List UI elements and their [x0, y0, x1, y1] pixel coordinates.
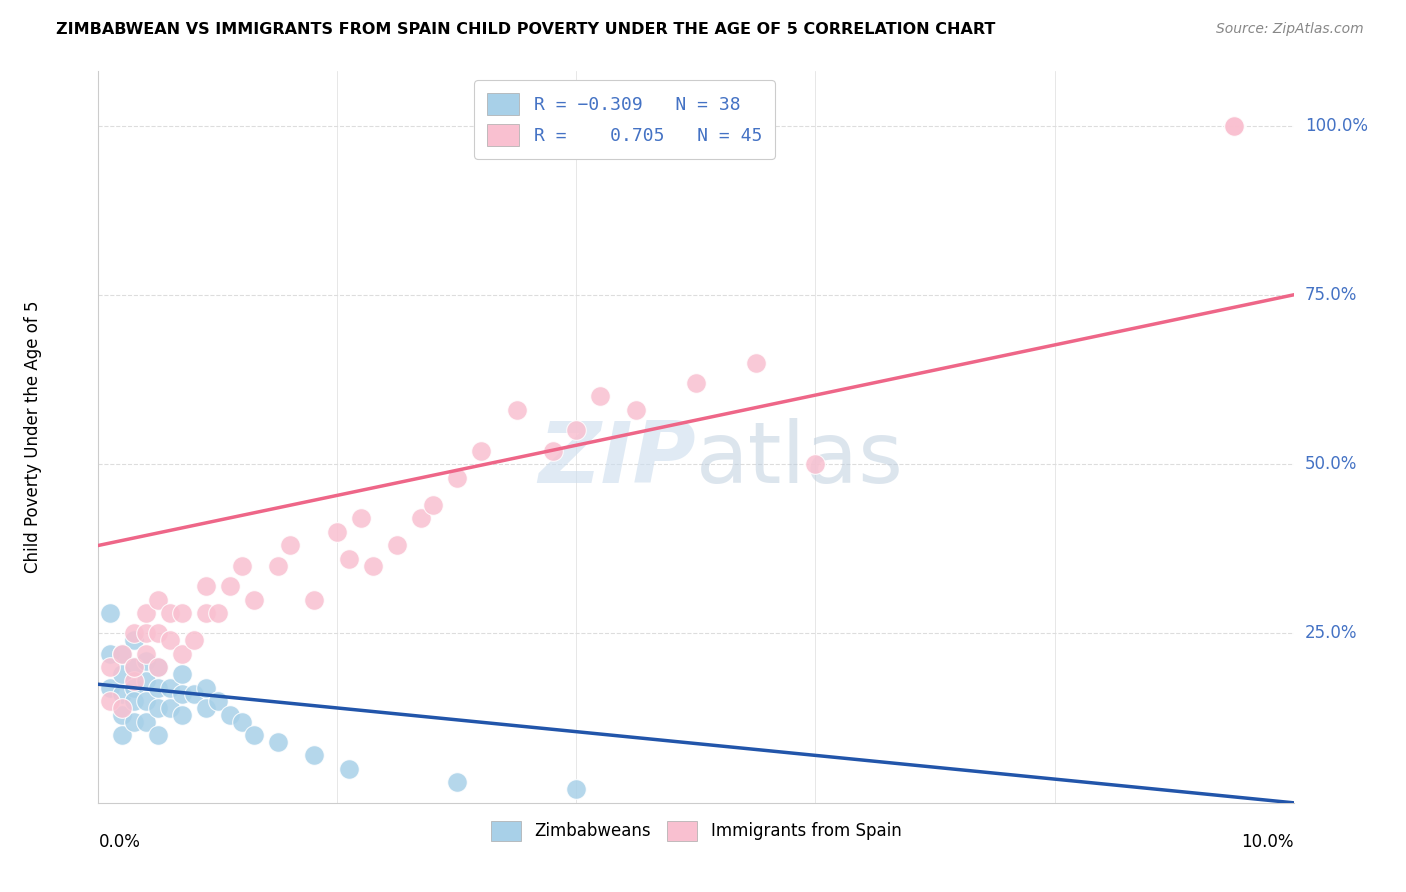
Point [135, 694, 157, 708]
Point [302, 592, 325, 607]
Point [148, 701, 170, 715]
Point [339, 552, 361, 566]
Point [219, 579, 242, 593]
Point [98, 660, 122, 674]
Text: ZIP: ZIP [538, 417, 696, 500]
Point [231, 714, 253, 729]
Text: 10.0%: 10.0% [1241, 833, 1294, 851]
Point [159, 633, 181, 648]
Point [195, 701, 218, 715]
Point [111, 647, 134, 661]
Point [446, 775, 468, 789]
Point [172, 688, 194, 702]
Point [326, 524, 349, 539]
Point [124, 694, 146, 708]
Point [207, 694, 229, 708]
Point [446, 471, 468, 485]
Point [195, 681, 218, 695]
Text: ZIMBABWEAN VS IMMIGRANTS FROM SPAIN CHILD POVERTY UNDER THE AGE OF 5 CORRELATION: ZIMBABWEAN VS IMMIGRANTS FROM SPAIN CHIL… [56, 22, 995, 37]
Point [135, 654, 157, 668]
Point [98, 647, 122, 661]
Point [111, 667, 134, 681]
Point [111, 701, 134, 715]
Point [135, 714, 157, 729]
Point [506, 403, 529, 417]
Point [745, 355, 768, 369]
Point [183, 633, 205, 648]
Point [148, 592, 170, 607]
Point [135, 647, 157, 661]
Point [565, 782, 588, 797]
Point [267, 558, 290, 573]
Text: Source: ZipAtlas.com: Source: ZipAtlas.com [1216, 22, 1364, 37]
Point [124, 660, 146, 674]
Text: Child Poverty Under the Age of 5: Child Poverty Under the Age of 5 [24, 301, 42, 574]
Point [411, 511, 433, 525]
Point [135, 673, 157, 688]
Point [172, 647, 194, 661]
Point [243, 592, 266, 607]
Point [339, 762, 361, 776]
Point [1223, 119, 1246, 133]
Point [231, 558, 253, 573]
Point [1223, 119, 1246, 133]
Point [98, 694, 122, 708]
Text: 25.0%: 25.0% [1305, 624, 1357, 642]
Point [172, 707, 194, 722]
Point [243, 728, 266, 742]
Point [183, 688, 205, 702]
Point [685, 376, 707, 390]
Point [148, 681, 170, 695]
Point [148, 660, 170, 674]
Point [541, 443, 564, 458]
Point [804, 457, 827, 471]
Point [219, 707, 242, 722]
Point [159, 701, 181, 715]
Legend: Zimbabweans, Immigrants from Spain: Zimbabweans, Immigrants from Spain [482, 813, 910, 849]
Point [135, 626, 157, 640]
Point [589, 389, 612, 403]
Point [148, 626, 170, 640]
Point [111, 728, 134, 742]
Text: atlas: atlas [696, 417, 904, 500]
Point [470, 443, 492, 458]
Point [626, 403, 648, 417]
Point [172, 667, 194, 681]
Text: 100.0%: 100.0% [1305, 117, 1368, 135]
Point [195, 606, 218, 620]
Point [207, 606, 229, 620]
Point [124, 714, 146, 729]
Point [422, 498, 444, 512]
Point [148, 660, 170, 674]
Point [124, 660, 146, 674]
Point [111, 688, 134, 702]
Point [159, 681, 181, 695]
Point [124, 681, 146, 695]
Point [363, 558, 385, 573]
Point [159, 606, 181, 620]
Point [148, 728, 170, 742]
Point [350, 511, 373, 525]
Point [565, 423, 588, 437]
Point [124, 673, 146, 688]
Point [111, 707, 134, 722]
Point [172, 606, 194, 620]
Text: 75.0%: 75.0% [1305, 285, 1357, 304]
Point [278, 538, 301, 552]
Text: 50.0%: 50.0% [1305, 455, 1357, 473]
Point [195, 579, 218, 593]
Point [135, 606, 157, 620]
Point [98, 681, 122, 695]
Point [111, 647, 134, 661]
Point [124, 626, 146, 640]
Point [267, 735, 290, 749]
Point [385, 538, 409, 552]
Point [302, 748, 325, 763]
Text: 0.0%: 0.0% [98, 833, 141, 851]
Point [98, 606, 122, 620]
Point [124, 633, 146, 648]
